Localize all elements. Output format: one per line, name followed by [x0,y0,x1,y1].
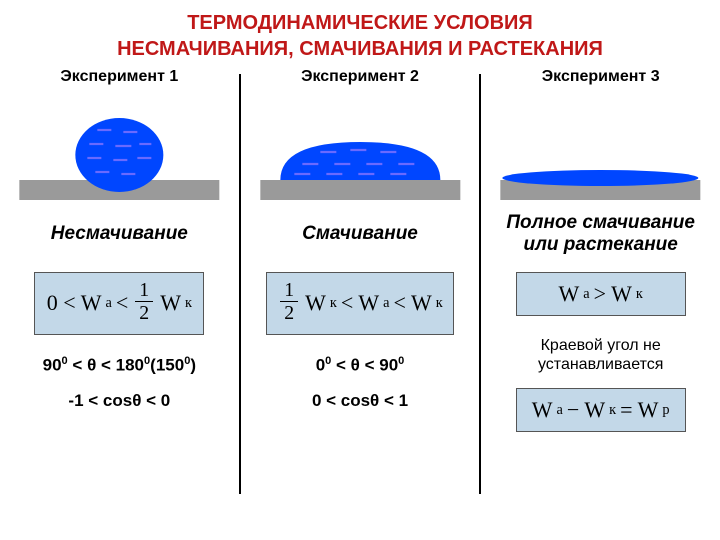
droplet-1 [75,118,163,192]
cond-label-1: Несмачивание [51,212,188,256]
exp-label-1: Эксперимент 1 [60,68,178,86]
title-line-1: ТЕРМОДИНАМИЧЕСКИЕ УСЛОВИЯ [187,12,533,34]
main-title: ТЕРМОДИНАМИЧЕСКИЕ УСЛОВИЯ НЕСМАЧИВАНИЯ, … [0,0,720,68]
cos-line-1: -1 < cosθ < 0 [68,391,170,411]
column-2: Эксперимент 2 Смачивание 12 Wк < Wa < Wк… [241,68,480,538]
cos-line-2: 0 < cosθ < 1 [312,391,408,411]
angle-line-2: 00 < θ < 900 [316,355,405,376]
exp-label-3: Эксперимент 3 [542,68,660,86]
surface-2 [260,180,460,200]
formula-main-1: 0 < Wa < 12 Wк [34,272,204,335]
droplet-3 [503,170,699,186]
illustration-3 [487,94,714,204]
column-1: Эксперимент 1 Несмачивание 0 < Wa < 12 W… [0,68,239,538]
illustration-1 [6,94,233,204]
exp-label-2: Эксперимент 2 [301,68,419,86]
cond-label-2: Смачивание [302,212,418,256]
note-3: Краевой угол не устанавливается [487,336,714,374]
title-line-2: НЕСМАЧИВАНИЯ, СМАЧИВАНИЯ И РАСТЕКАНИЯ [117,38,603,60]
angle-line-1: 900 < θ < 1800(1500) [43,355,196,376]
formula-main-3: Wa > Wк [516,272,686,316]
formula-main-2: 12 Wк < Wa < Wк [266,272,453,335]
column-3: Эксперимент 3 Полное смачивание или раст… [481,68,720,538]
cond-label-3: Полное смачивание или растекание [487,212,714,256]
formula-extra-3: Wa − Wк = Wp [516,388,686,432]
illustration-2 [247,94,474,204]
columns-container: Эксперимент 1 Несмачивание 0 < Wa < 12 W… [0,68,720,538]
